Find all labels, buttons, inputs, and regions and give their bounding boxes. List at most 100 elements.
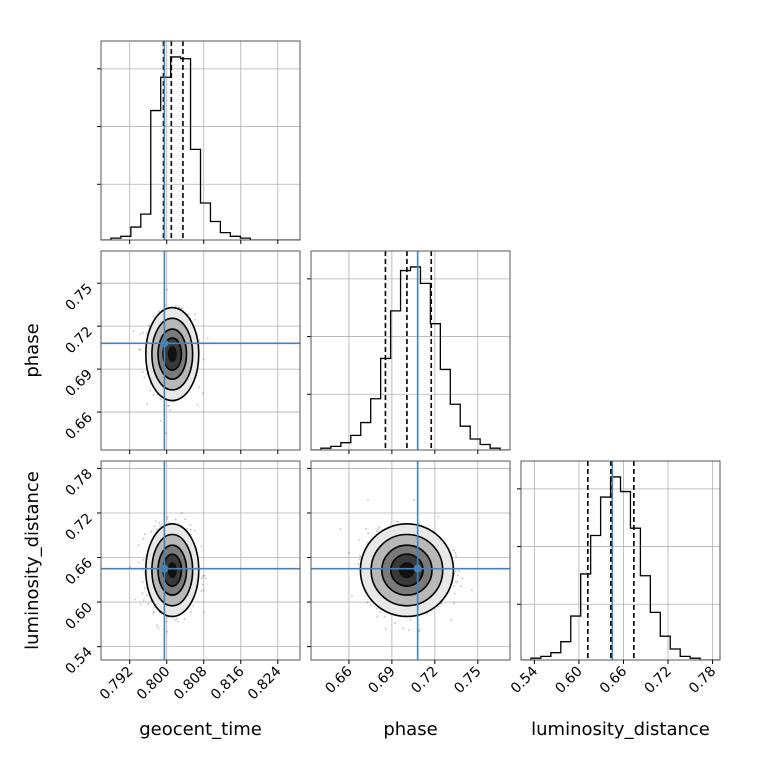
sample-point — [174, 518, 177, 521]
x-tick-label: 0.824 — [245, 663, 285, 703]
panel-frame — [310, 250, 511, 451]
contour-line — [151, 533, 194, 607]
sample-point — [358, 558, 361, 561]
sample-point — [385, 628, 388, 631]
sample-point — [206, 337, 209, 340]
sample-point — [134, 598, 137, 601]
panel-geocent_time-vs-phase — [97, 250, 301, 454]
sample-point — [139, 603, 142, 606]
sample-point — [141, 581, 144, 583]
contour-line — [144, 523, 200, 618]
sample-point — [459, 585, 462, 588]
sample-point — [348, 551, 350, 554]
sample-point — [146, 594, 149, 597]
y-tick-label: 0.78 — [62, 466, 95, 499]
sample-point — [190, 528, 192, 531]
y-axis-label-luminosity_distance: luminosity_distance — [22, 471, 43, 650]
x-tick-label: 0.72 — [408, 664, 441, 697]
panel-frame — [100, 460, 301, 661]
density-level — [398, 562, 415, 579]
contour-line — [390, 553, 424, 587]
sample-point — [358, 539, 361, 541]
panel-frame — [100, 40, 301, 241]
sample-point — [159, 419, 162, 422]
histogram-luminosity_distance — [521, 476, 720, 660]
sample-point — [154, 520, 157, 523]
sample-point — [139, 333, 142, 336]
sample-point — [152, 315, 155, 318]
sample-point — [453, 592, 456, 595]
sample-point — [192, 604, 195, 607]
truth-point — [160, 564, 169, 573]
panel-luminosity_distance — [517, 460, 721, 664]
sample-point — [450, 619, 453, 622]
y-tick-label: 0.60 — [62, 600, 95, 633]
contour-line — [144, 306, 200, 402]
sample-point — [418, 522, 421, 525]
histogram-geocent_time — [101, 56, 300, 240]
sample-point — [377, 528, 379, 531]
sample-point — [165, 620, 168, 623]
sample-point — [418, 628, 421, 631]
sample-point — [202, 575, 204, 578]
y-tick-label: 0.72 — [62, 324, 95, 357]
sample-point — [158, 310, 160, 313]
sample-point — [357, 563, 360, 565]
density-level — [167, 346, 177, 363]
panel-frame — [310, 460, 511, 661]
sample-point — [471, 588, 473, 591]
truth-point — [160, 339, 169, 348]
density-level — [167, 562, 177, 579]
sample-point — [132, 330, 135, 333]
sample-point — [452, 585, 455, 588]
sample-point — [200, 590, 203, 593]
contour-line — [381, 544, 433, 596]
sample-point — [174, 619, 177, 622]
sample-point — [149, 389, 151, 392]
panel-geocent_time-vs-luminosity_distance — [97, 460, 301, 664]
sample-point — [142, 558, 144, 561]
sample-point — [155, 528, 158, 531]
sample-point — [166, 630, 169, 633]
sample-point — [166, 516, 169, 518]
sample-point — [201, 583, 204, 586]
sample-point — [152, 393, 155, 396]
sample-point — [351, 595, 353, 598]
sample-point — [455, 554, 458, 557]
sample-point — [169, 409, 172, 412]
x-tick-label: 0.800 — [134, 664, 174, 704]
sample-point — [339, 527, 342, 530]
y-tick-label: 0.75 — [62, 281, 95, 314]
sample-point — [383, 615, 386, 618]
sample-point — [418, 630, 420, 633]
sample-point — [365, 527, 367, 530]
sample-point — [402, 627, 404, 630]
sample-point — [189, 524, 192, 527]
sample-point — [175, 617, 178, 620]
sample-point — [200, 577, 203, 580]
sample-point — [193, 529, 196, 532]
sample-point — [454, 570, 457, 573]
sample-point — [144, 587, 146, 590]
sample-point — [178, 306, 180, 309]
sample-point — [145, 403, 148, 406]
panel-frame — [520, 460, 721, 661]
sample-point — [177, 620, 179, 623]
sample-point — [196, 403, 199, 406]
x-tick-label: 0.60 — [552, 664, 585, 697]
sample-point — [159, 398, 162, 401]
sample-point — [375, 530, 378, 533]
sample-point — [166, 288, 169, 291]
sample-point — [181, 307, 184, 310]
sample-point — [184, 518, 186, 521]
sample-point — [141, 370, 144, 373]
sample-point — [174, 305, 177, 307]
sample-point — [453, 602, 455, 605]
x-tick-label: 0.816 — [208, 663, 248, 703]
contour-line — [370, 533, 444, 607]
sample-point — [454, 581, 457, 584]
sample-point — [150, 530, 152, 533]
sample-point — [359, 555, 362, 558]
